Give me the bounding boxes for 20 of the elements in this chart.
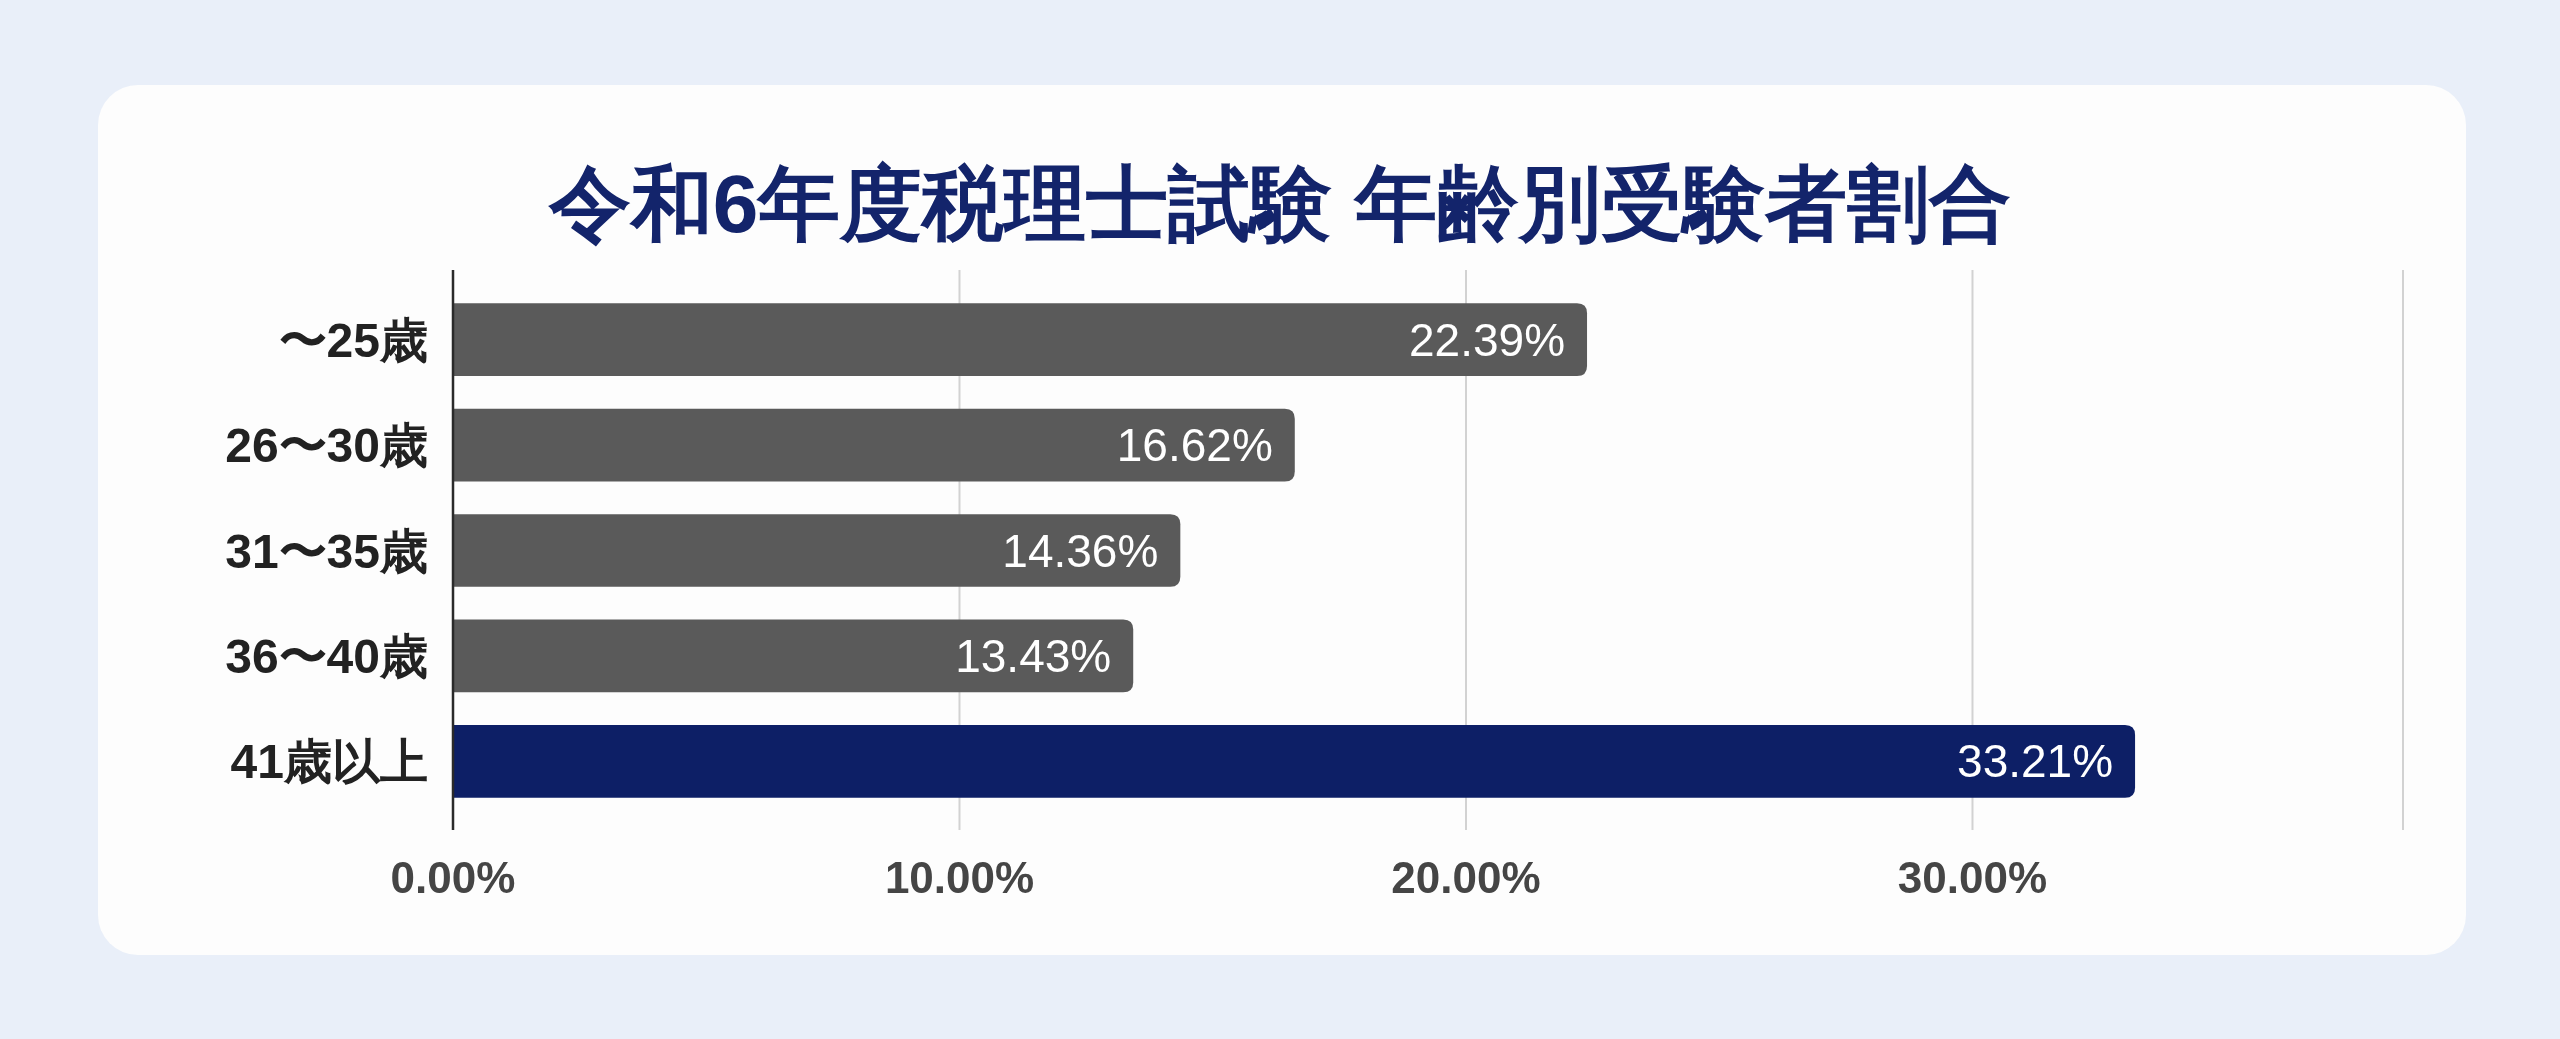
bar — [453, 303, 1588, 377]
data-label: 33.21% — [1957, 735, 2114, 788]
data-label: 16.62% — [1116, 419, 1273, 472]
x-tick-label: 0.00% — [390, 853, 516, 902]
y-tick-label: 31〜35歳 — [225, 524, 428, 578]
x-tick-label: 20.00% — [1391, 853, 1541, 902]
y-tick-label: 36〜40歳 — [225, 629, 428, 683]
bar — [453, 724, 2136, 798]
data-label: 13.43% — [955, 629, 1112, 682]
x-tick-label: 30.00% — [1897, 853, 2048, 902]
data-label: 14.36% — [1002, 524, 1159, 577]
bar — [453, 619, 1134, 693]
y-tick-label: 41歳以上 — [230, 735, 428, 789]
data-label: 22.39% — [1409, 313, 1566, 366]
bar — [453, 514, 1181, 587]
chart-title: 令和6年度税理士試験 年齢別受験者割合 — [547, 158, 2012, 249]
bar — [453, 408, 1295, 482]
y-tick-label: 26〜30歳 — [225, 419, 428, 473]
x-tick-label: 10.00% — [884, 853, 1035, 902]
y-tick-label: 〜25歳 — [278, 313, 428, 367]
